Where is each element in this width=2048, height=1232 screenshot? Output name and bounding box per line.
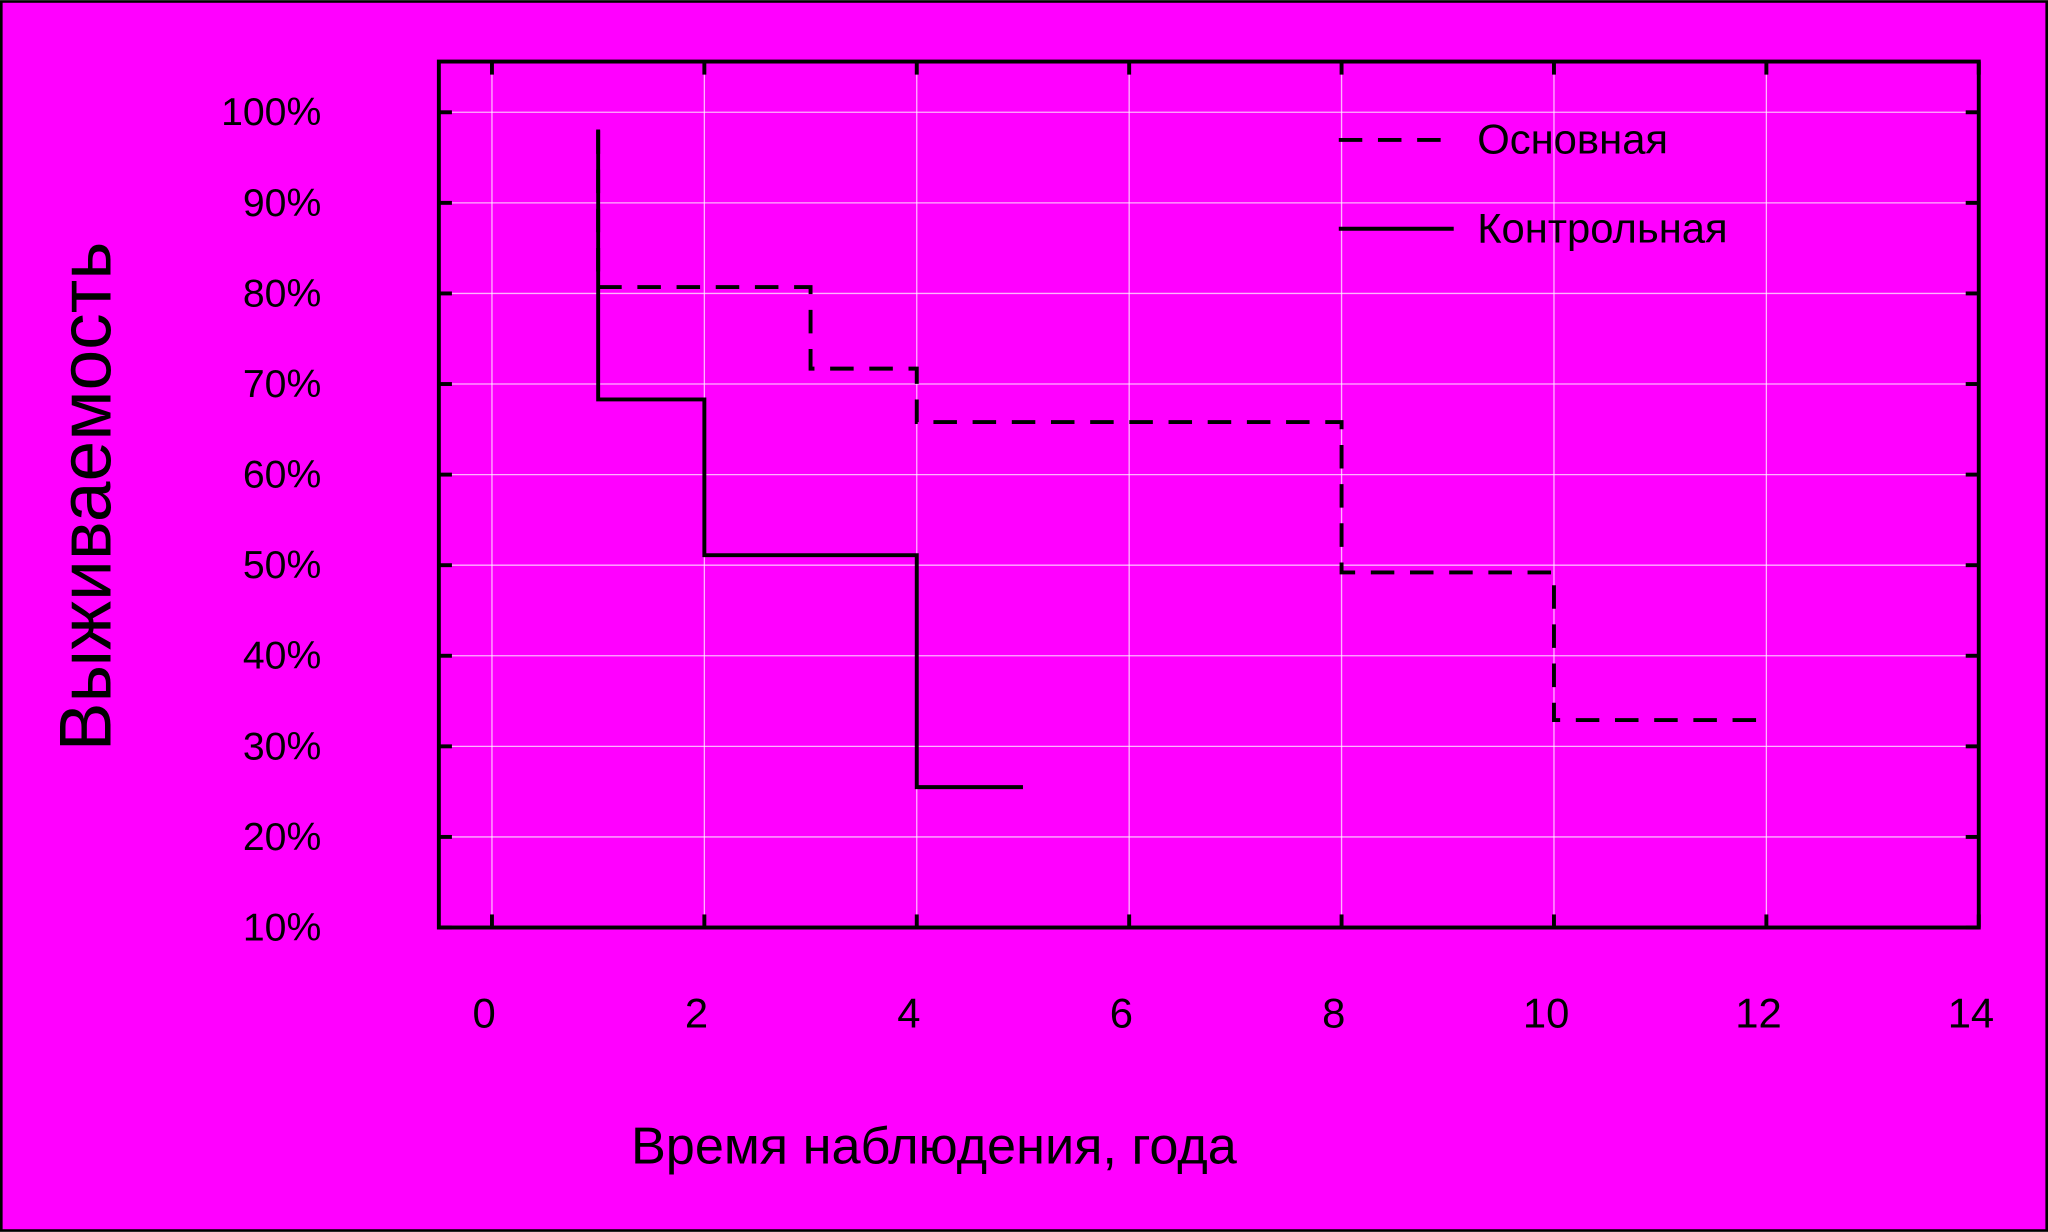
y-tick-label: 40% [243,635,321,678]
y-tick-label: 60% [243,454,321,497]
survival-line [596,129,1023,790]
legend-label: Контрольная [1477,204,1727,251]
x-tick-label: 14 [1948,989,1994,1036]
x-tick-label: 6 [1110,989,1133,1036]
y-tick-label: 70% [243,363,321,406]
x-tick-label: 4 [897,989,920,1036]
survival-line [596,130,1767,723]
y-tick-label: 80% [243,272,321,315]
y-tick-label: 10% [243,906,321,949]
legend-label: Основная [1477,116,1668,163]
plot-frame [436,59,1981,930]
y-tick-label: 100% [221,91,321,134]
x-tick-label: 8 [1322,989,1345,1036]
x-tick-label: 12 [1735,989,1781,1036]
x-tick-label: 2 [685,989,708,1036]
marks [596,129,1767,790]
x-tick-label: 10 [1523,989,1569,1036]
y-tick-label: 20% [243,816,321,859]
y-tick-label: 90% [243,182,321,225]
x-axis-title: Время наблюдения, года [631,1117,1238,1175]
x-tick-label: 0 [472,989,495,1036]
y-axis-title: Выживаемость [46,242,127,752]
y-tick-label: 50% [243,544,321,587]
y-tick-label: 30% [243,725,321,768]
